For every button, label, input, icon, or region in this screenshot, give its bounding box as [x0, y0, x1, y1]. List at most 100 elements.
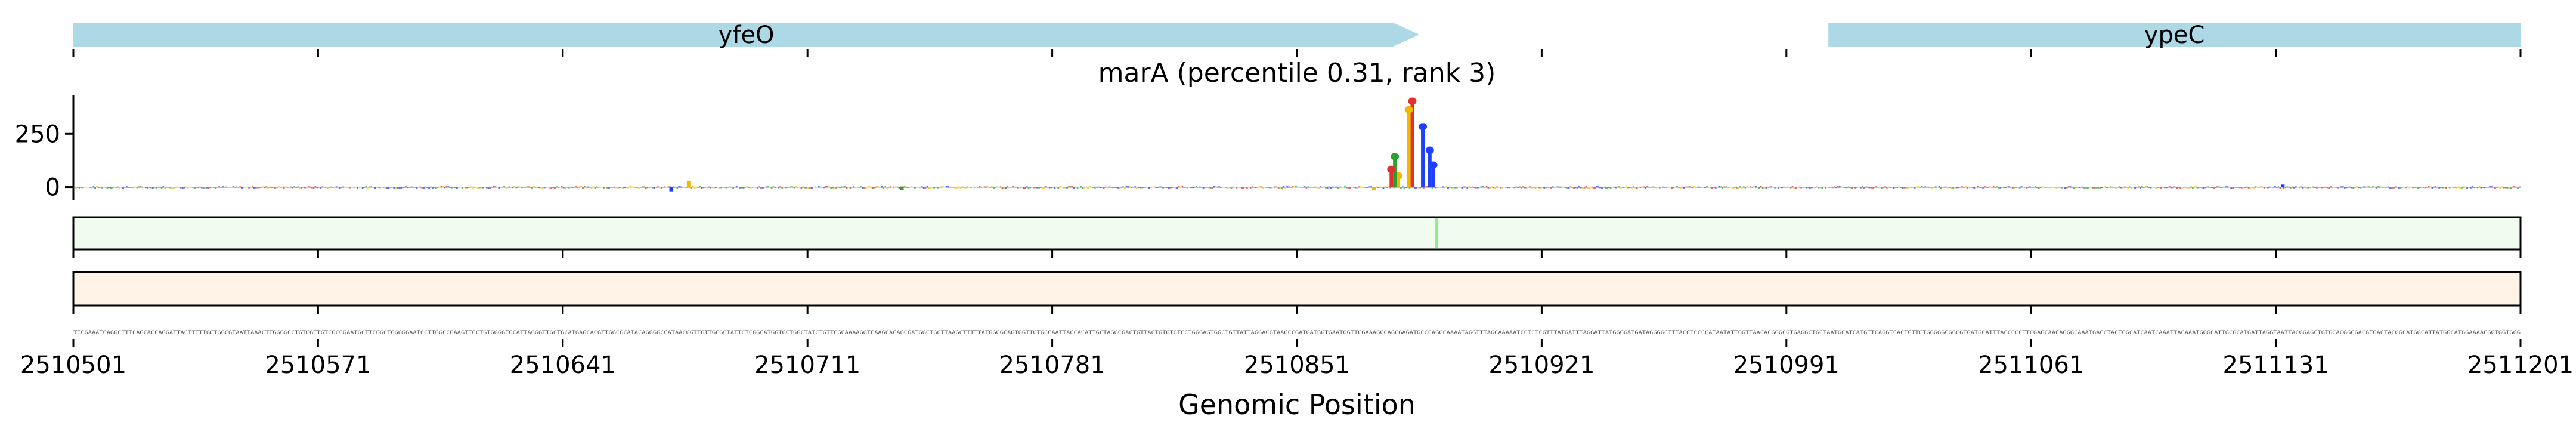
attribution-noise-mark [1026, 186, 1028, 188]
x-tick-label: 2510851 [1244, 351, 1350, 379]
attribution-noise-mark [2484, 187, 2486, 189]
attribution-noise-mark [1267, 187, 1269, 188]
attribution-noise-mark [1099, 187, 1101, 189]
attribution-noise-mark [930, 187, 932, 189]
attribution-noise-mark [1293, 186, 1295, 188]
attribution-peak-cap [1425, 146, 1434, 154]
attribution-noise-mark [1697, 186, 1699, 188]
attribution-noise-mark [2342, 186, 2344, 188]
attribution-noise-mark [1833, 186, 1835, 188]
attribution-noise-mark [1583, 187, 1586, 189]
attribution-noise-mark [1746, 186, 1748, 188]
attribution-noise-mark [1307, 186, 1309, 188]
gene-arrow-ypeC [1828, 23, 2521, 47]
attribution-noise-mark [1917, 186, 1919, 188]
attribution-noise-mark [1756, 187, 1758, 188]
attribution-noise-mark [1447, 187, 1449, 189]
attribution-noise-mark [1043, 187, 1045, 189]
attribution-noise-mark [132, 187, 135, 189]
attribution-noise-mark [765, 186, 767, 188]
attribution-noise-mark [1496, 186, 1498, 188]
attribution-noise-mark [2015, 187, 2017, 188]
attribution-noise-mark [1001, 187, 1004, 189]
attribution-noise-mark [220, 187, 222, 188]
attribution-noise-mark [2200, 187, 2203, 188]
attribution-noise-mark [273, 187, 274, 189]
attribution-peak [1410, 97, 1414, 187]
attribution-noise-mark [1856, 187, 1858, 188]
attribution-noise-mark [889, 186, 891, 188]
attribution-noise-mark [1500, 187, 1501, 189]
attribution-noise-mark [1354, 187, 1357, 189]
attribution-noise-mark [1837, 186, 1839, 188]
attribution-noise-mark [1898, 186, 1900, 188]
attribution-noise-mark [622, 187, 624, 189]
attribution-noise-mark [921, 186, 923, 188]
attribution-noise-mark [309, 186, 311, 188]
attribution-noise-mark [1423, 187, 1425, 189]
attribution-noise-mark [208, 187, 210, 189]
attribution-noise-mark [2497, 186, 2500, 188]
attribution-noise-mark [884, 186, 886, 188]
attribution-noise-mark [1054, 187, 1056, 189]
attribution-noise-mark [1592, 187, 1594, 189]
attribution-noise-mark [1818, 187, 1820, 189]
attribution-noise-mark [945, 186, 948, 188]
attribution-noise-mark [1412, 186, 1414, 188]
attribution-noise-mark [1893, 187, 1895, 189]
attribution-noise-mark [1472, 186, 1473, 188]
attribution-noise-mark [2067, 186, 2070, 188]
attribution-noise-mark [1501, 187, 1503, 189]
x-tick-label: 2510501 [20, 351, 126, 379]
attribution-noise-mark [1326, 187, 1329, 189]
attribution-noise-mark [157, 187, 159, 188]
attribution-noise-mark [1438, 186, 1441, 188]
attribution-noise-mark [1216, 186, 1218, 188]
attribution-noise-mark [1529, 186, 1531, 188]
attribution-noise-mark [1312, 187, 1315, 188]
attribution-noise-mark [868, 186, 871, 188]
attribution-noise-mark [568, 187, 570, 189]
attribution-noise-mark [398, 187, 401, 189]
attribution-noise-mark [819, 186, 822, 188]
attribution-noise-mark [1821, 187, 1823, 189]
attribution-noise-mark [503, 186, 505, 188]
attribution-noise-mark [1071, 186, 1073, 188]
attribution-noise-mark [1789, 187, 1792, 189]
attribution-noise-mark [155, 187, 157, 189]
attribution-noise-mark [297, 186, 299, 188]
attribution-noise-mark [732, 187, 734, 189]
attribution-noise-mark [2363, 186, 2365, 188]
attribution-noise-mark [699, 186, 701, 188]
attribution-noise-mark [2309, 187, 2311, 188]
attribution-noise-mark [1397, 186, 1398, 188]
attribution-noise-mark [1457, 187, 1460, 188]
attribution-noise-mark [430, 186, 432, 188]
attribution-noise-mark [1064, 187, 1066, 189]
attribution-noise-mark [370, 186, 373, 188]
attribution-noise-mark [274, 187, 276, 189]
attribution-noise-mark [1379, 186, 1381, 188]
attribution-noise-mark [1370, 186, 1372, 188]
attribution-noise-mark [1562, 186, 1565, 188]
attribution-noise-mark [1113, 187, 1115, 189]
attribution-noise-mark [230, 187, 233, 188]
attribution-noise-mark [1732, 187, 1734, 189]
attribution-noise-mark [2193, 186, 2196, 188]
attribution-noise-mark [1498, 186, 1500, 188]
attribution-noise-mark [2326, 187, 2329, 189]
attribution-noise-mark [1618, 186, 1621, 188]
attribution-noise-mark [404, 187, 405, 188]
signal-track-1 [72, 216, 2522, 251]
attribution-noise-mark [1179, 186, 1182, 188]
attribution-noise-mark [1989, 186, 1991, 188]
attribution-noise-mark [1482, 186, 1484, 188]
attribution-peak [1389, 165, 1394, 187]
attribution-noise-mark [633, 187, 634, 188]
attribution-noise-mark [783, 187, 785, 189]
attribution-noise-mark [451, 187, 453, 189]
attribution-noise-mark [785, 187, 787, 189]
attribution-noise-mark [1288, 186, 1290, 188]
attribution-noise-mark [1662, 186, 1664, 188]
attribution-noise-mark [2290, 187, 2292, 189]
